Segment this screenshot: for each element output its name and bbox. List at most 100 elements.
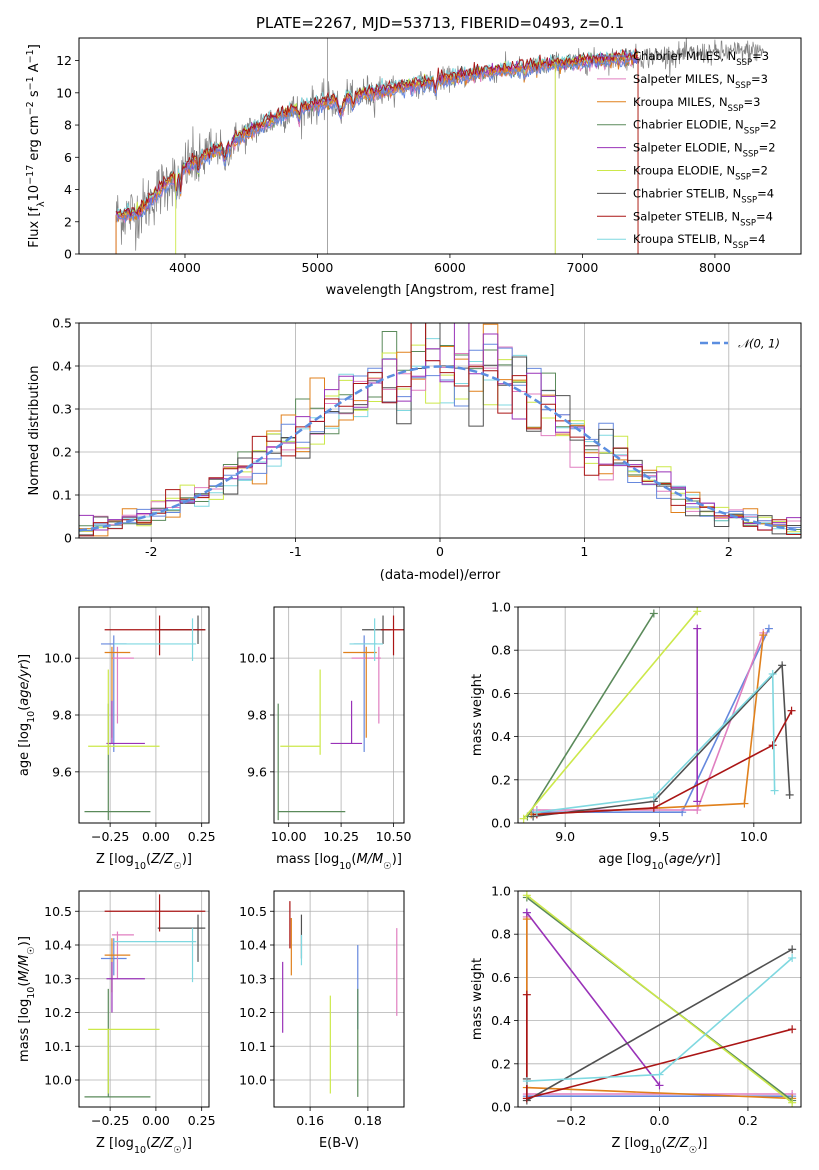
y-tick-label: 0 (64, 531, 72, 546)
x-tick-label: −0.2 (556, 1113, 586, 1128)
label-part: mass [log (17, 999, 32, 1062)
legend-text: Kroupa STELIB, N (633, 232, 733, 246)
x-tick-label: −0.25 (91, 829, 129, 844)
x-tick-label: 0.16 (296, 1113, 324, 1128)
x-tick-label: 8000 (699, 260, 731, 275)
label-part: s (27, 90, 42, 101)
label-part: age [log (598, 852, 651, 867)
label-part: ☉ (689, 1145, 698, 1156)
spectrum-plot-area (115, 38, 764, 254)
y-tick-label: 0.0 (491, 816, 511, 831)
weight-age-panel: 9.0 9.5 10.0 0.0 0.2 0.4 0.6 0.8 1.0 age [log10(a… (470, 600, 802, 872)
label-part: E(B-V) (319, 1136, 359, 1151)
label-part: 10 (26, 711, 37, 723)
residuals-plot-area (79, 323, 801, 538)
legend-subscript: SSP (743, 150, 759, 160)
weight-Z-panel: −0.2 0.0 0.2 0.0 0.2 0.4 0.6 0.8 1.0 Z [log10(Z/Z… (470, 884, 802, 1156)
label-part: ( (17, 706, 32, 711)
legend-entry: Kroupa ELODIE, NSSP=2 (633, 164, 768, 183)
x-tick-label: 0 (436, 544, 444, 559)
x-tick-label: 10.0 (740, 829, 768, 844)
x-tick-label: 10.25 (323, 829, 359, 844)
y-tick-label: 10.1 (239, 1039, 267, 1054)
label-part: ( (17, 982, 32, 987)
y-tick-label: 0.0 (491, 1100, 511, 1115)
legend-text: Chabrier STELIB, N (633, 186, 741, 200)
spectrum-x-label: wavelength [Angstrom, rest frame] (326, 283, 555, 298)
label-part: 10 (339, 861, 351, 872)
legend-entry: Kroupa STELIB, NSSP=4 (633, 232, 765, 251)
legend-text: =3 (743, 95, 760, 109)
legend-entry: Salpeter STELIB, NSSP=4 (633, 209, 773, 228)
label-part: age/yr (17, 662, 32, 705)
y-tick-label: 10 (56, 85, 72, 100)
label-part: ( (664, 852, 669, 867)
x-tick-label: 0.00 (142, 829, 170, 844)
y-tick-label: 0.4 (491, 1013, 511, 1028)
y-tick-label: 10.3 (44, 971, 72, 986)
label-part: M/M (356, 852, 383, 867)
legend-entry: Salpeter MILES, NSSP=3 (633, 72, 768, 91)
label-part: wavelength [Angstrom, rest frame] (326, 283, 555, 298)
label-part: ( (351, 852, 356, 867)
label-part: A (27, 63, 42, 76)
label-part: ☉ (26, 946, 37, 955)
label-part: Z/Z (150, 1136, 174, 1151)
x-tick-label: 7000 (567, 260, 599, 275)
y-tick-label: 0.2 (52, 445, 72, 460)
legend-text: Salpeter ELODIE, N (633, 141, 743, 155)
label-part: 10 (134, 861, 146, 872)
legend-text: Salpeter MILES, N (633, 72, 735, 86)
label-part: 10 (649, 1145, 661, 1156)
mass-Z-y-label: mass [log10(M/M☉)] (17, 936, 37, 1062)
label-part: Flux [f (27, 207, 42, 248)
legend-subscript: SSP (741, 195, 757, 205)
x-tick-label: -1 (289, 544, 301, 559)
x-tick-label: 9.0 (555, 829, 575, 844)
y-tick-label: 0.1 (52, 488, 72, 503)
residuals-x-label: (data-model)/error (380, 568, 501, 583)
label-part: ☉ (173, 861, 182, 872)
normal-reference-line (79, 365, 801, 532)
axes-frame (273, 890, 405, 1108)
label-part: 10 (134, 1145, 146, 1156)
label-part: mass weight (470, 958, 485, 1040)
label-part: Z [log (96, 852, 134, 867)
legend-entry: Chabrier STELIB, NSSP=4 (633, 186, 774, 205)
legend-text: =3 (751, 72, 768, 86)
y-tick-label: 10.5 (239, 904, 267, 919)
spectrum-panel: 4000 5000 6000 7000 8000 0 2 4 6 8 10 12 Chabrier MI… (25, 37, 802, 298)
axes-frame (78, 606, 210, 824)
age-mass-x-label: mass [log10(M/M☉)] (276, 852, 402, 872)
x-tick-label: 9.5 (650, 829, 670, 844)
age-mass-plot-area (277, 615, 404, 821)
x-tick-label: 0.25 (188, 1113, 216, 1128)
weight-Z-x-label: Z [log10(Z/Z☉)] (612, 1136, 708, 1156)
mass-EBV-panel: 0.16 0.18 10.0 10.1 10.2 10.3 10.4 10.5 E(B-V) (239, 890, 405, 1151)
mass-Z-panel: −0.25 0.00 0.25 10.0 10.1 10.2 10.3 10.4 10.5 Z [… (17, 890, 216, 1156)
label-part: )] (710, 852, 720, 867)
age-Z-panel: −0.25 0.00 0.259.69.810.0Z [log10(Z/Z☉)]ag… (17, 606, 216, 872)
y-tick-label: 2 (64, 214, 72, 229)
label-part: )] (392, 852, 402, 867)
x-tick-label: 10.00 (271, 829, 307, 844)
spectrum-y-label: Flux [fλ10−17 erg cm−2 s−1 A−1] (25, 44, 47, 248)
weight-age-x-label: age [log10(age/yr)] (598, 852, 720, 872)
label-part: )] (17, 936, 32, 946)
y-tick-label: 0.8 (491, 643, 511, 658)
label-part: Z/Z (150, 852, 174, 867)
x-tick-label: 2 (725, 544, 733, 559)
legend-entry: 𝒩(0, 1) (738, 337, 780, 351)
spectrum-model-line (115, 48, 638, 218)
label-part: ☉ (173, 1145, 182, 1156)
y-tick-label: 0.4 (491, 729, 511, 744)
y-tick-label: 0.6 (491, 686, 511, 701)
legend-subscript: SSP (735, 81, 751, 91)
y-tick-label: 6 (64, 150, 72, 165)
residuals-panel: -2 -1 0 1 2 0 0.1 0.2 0.3 0.4 0.5 𝒩(0, 1) (data-mode… (27, 316, 802, 583)
x-tick-label: −0.25 (91, 1113, 129, 1128)
label-part: age [log (17, 723, 32, 776)
mass-EBV-x-label: E(B-V) (319, 1136, 359, 1151)
label-part: −17 (25, 165, 36, 185)
